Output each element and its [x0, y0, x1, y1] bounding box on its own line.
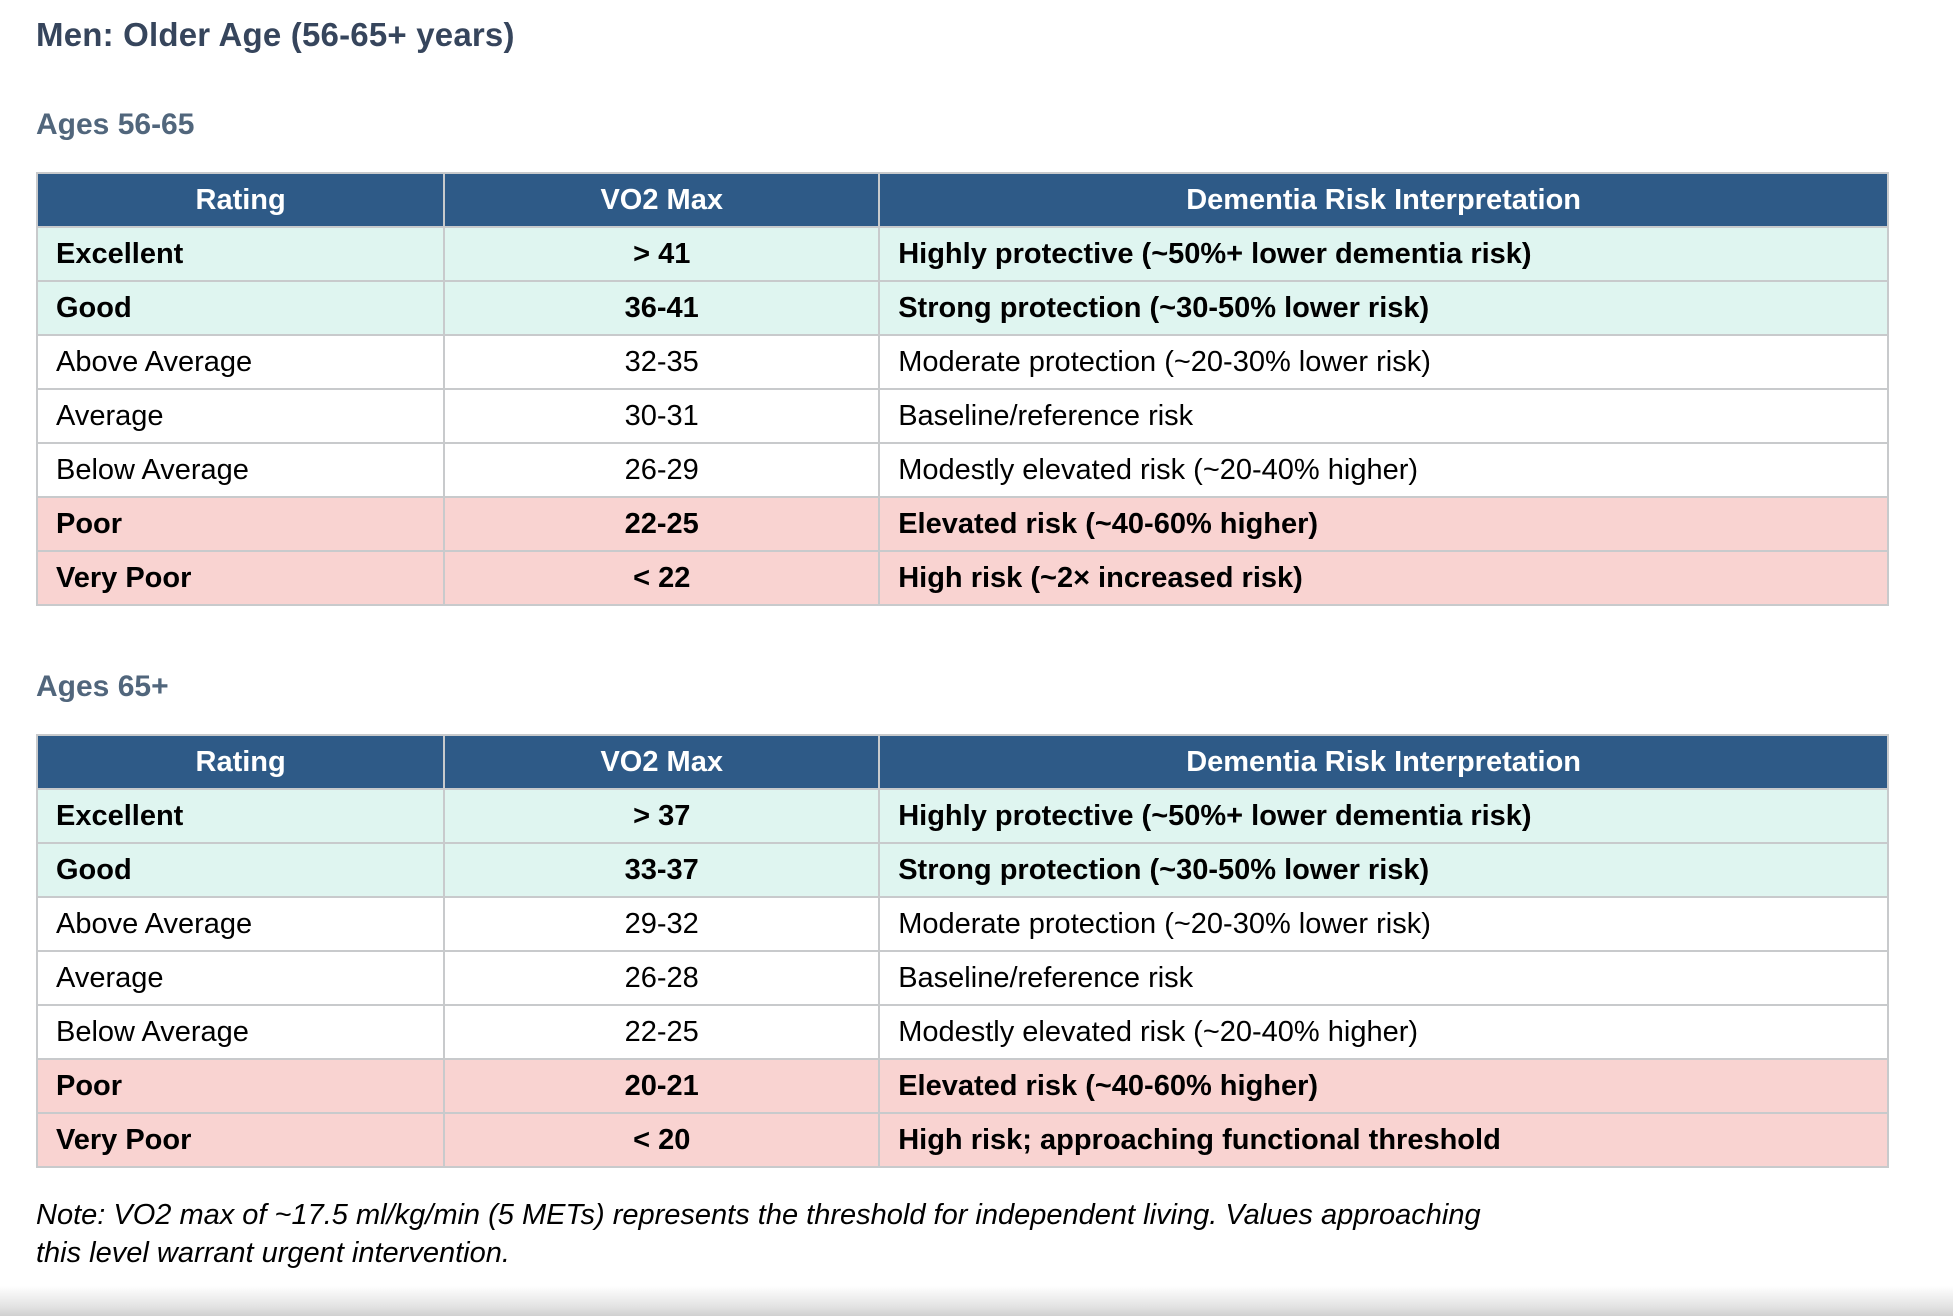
rating-cell: Average: [35, 950, 446, 1006]
interpretation-cell: Baseline/reference risk: [878, 388, 1889, 444]
vo2-max-cell: 29-32: [443, 896, 881, 952]
vo2-max-cell: > 37: [443, 788, 881, 844]
interpretation-cell: High risk (~2× increased risk): [878, 550, 1889, 606]
table-row: Excellent > 41 Highly protective (~50%+ lo…: [35, 226, 1889, 282]
rating-cell: Above Average: [35, 334, 446, 390]
vo2-max-cell: 30-31: [443, 388, 881, 444]
vo2-dementia-risk-table: Rating VO2 Max Dementia Risk Interpretatio…: [35, 172, 1889, 606]
interpretation-cell: Modestly elevated risk (~20-40% higher): [878, 442, 1889, 498]
vo2-max-cell: 32-35: [443, 334, 881, 390]
age-group-subtitle: Ages 56-65: [36, 108, 195, 141]
column-header-vo2-max: VO2 Max: [443, 172, 881, 228]
table-row: Average 30-31 Baseline/reference risk: [35, 388, 1889, 444]
rating-cell: Above Average: [35, 896, 446, 952]
vo2-max-cell: 20-21: [443, 1058, 881, 1114]
vo2-max-cell: < 22: [443, 550, 881, 606]
table-row: Below Average 26-29 Modestly elevated risk…: [35, 442, 1889, 498]
column-header-interpretation: Dementia Risk Interpretation: [878, 172, 1889, 228]
rating-cell: Average: [35, 388, 446, 444]
document-page: Men: Older Age (56-65+ years) Ages 56-65…: [35, 16, 1917, 1270]
interpretation-cell: Highly protective (~50%+ lower dementia …: [878, 788, 1889, 844]
interpretation-cell: Strong protection (~30-50% lower risk): [878, 280, 1889, 336]
interpretation-cell: Elevated risk (~40-60% higher): [878, 1058, 1889, 1114]
column-header-interpretation: Dementia Risk Interpretation: [878, 734, 1889, 790]
age-section: Ages 65+ Rating VO2 Max Dementia Risk Inte…: [35, 670, 1917, 1168]
page-title: Men: Older Age (56-65+ years): [36, 16, 515, 53]
rating-cell: Very Poor: [35, 550, 446, 606]
vo2-max-cell: 36-41: [443, 280, 881, 336]
vo2-max-cell: 22-25: [443, 496, 881, 552]
age-sections-container: Ages 56-65 Rating VO2 Max Dementia Risk In…: [35, 108, 1917, 1168]
rating-cell: Poor: [35, 1058, 446, 1114]
interpretation-cell: Baseline/reference risk: [878, 950, 1889, 1006]
table-row: Excellent > 37 Highly protective (~50%+ lo…: [35, 788, 1889, 844]
table-row: Above Average 29-32 Moderate protection (~…: [35, 896, 1889, 952]
rating-cell: Good: [35, 842, 446, 898]
interpretation-cell: Highly protective (~50%+ lower dementia …: [878, 226, 1889, 282]
table-row: Very Poor < 22 High risk (~2× increased ri…: [35, 550, 1889, 606]
vo2-max-cell: 33-37: [443, 842, 881, 898]
age-group-subtitle: Ages 65+: [36, 670, 169, 703]
interpretation-cell: Elevated risk (~40-60% higher): [878, 496, 1889, 552]
table-row: Good 33-37 Strong protection (~30-50% lowe…: [35, 842, 1889, 898]
table-row: Above Average 32-35 Moderate protection (~…: [35, 334, 1889, 390]
rating-cell: Excellent: [35, 226, 446, 282]
table-row: Poor 22-25 Elevated risk (~40-60% higher): [35, 496, 1889, 552]
rating-cell: Good: [35, 280, 446, 336]
column-header-rating: Rating: [35, 734, 446, 790]
rating-cell: Poor: [35, 496, 446, 552]
interpretation-cell: Strong protection (~30-50% lower risk): [878, 842, 1889, 898]
table-header-row: Rating VO2 Max Dementia Risk Interpretatio…: [35, 172, 1889, 228]
age-section: Ages 56-65 Rating VO2 Max Dementia Risk In…: [35, 108, 1917, 606]
rating-cell: Very Poor: [35, 1112, 446, 1168]
column-header-vo2-max: VO2 Max: [443, 734, 881, 790]
rating-cell: Below Average: [35, 1004, 446, 1060]
vo2-max-cell: < 20: [443, 1112, 881, 1168]
table-row: Average 26-28 Baseline/reference risk: [35, 950, 1889, 1006]
window-bottom-edge: [0, 1286, 1953, 1316]
vo2-max-cell: > 41: [443, 226, 881, 282]
interpretation-cell: Modestly elevated risk (~20-40% higher): [878, 1004, 1889, 1060]
table-row: Good 36-41 Strong protection (~30-50% lowe…: [35, 280, 1889, 336]
vo2-max-cell: 26-28: [443, 950, 881, 1006]
interpretation-cell: Moderate protection (~20-30% lower risk): [878, 896, 1889, 952]
vo2-dementia-risk-table: Rating VO2 Max Dementia Risk Interpretatio…: [35, 734, 1889, 1168]
footnote: Note: VO2 max of ~17.5 ml/kg/min (5 METs…: [36, 1199, 1481, 1270]
interpretation-cell: High risk; approaching functional thresh…: [878, 1112, 1889, 1168]
table-header-row: Rating VO2 Max Dementia Risk Interpretatio…: [35, 734, 1889, 790]
vo2-max-cell: 22-25: [443, 1004, 881, 1060]
column-header-rating: Rating: [35, 172, 446, 228]
vo2-max-cell: 26-29: [443, 442, 881, 498]
table-row: Very Poor < 20 High risk; approaching func…: [35, 1112, 1889, 1168]
table-row: Below Average 22-25 Modestly elevated risk…: [35, 1004, 1889, 1060]
rating-cell: Excellent: [35, 788, 446, 844]
interpretation-cell: Moderate protection (~20-30% lower risk): [878, 334, 1889, 390]
table-row: Poor 20-21 Elevated risk (~40-60% higher): [35, 1058, 1889, 1114]
rating-cell: Below Average: [35, 442, 446, 498]
